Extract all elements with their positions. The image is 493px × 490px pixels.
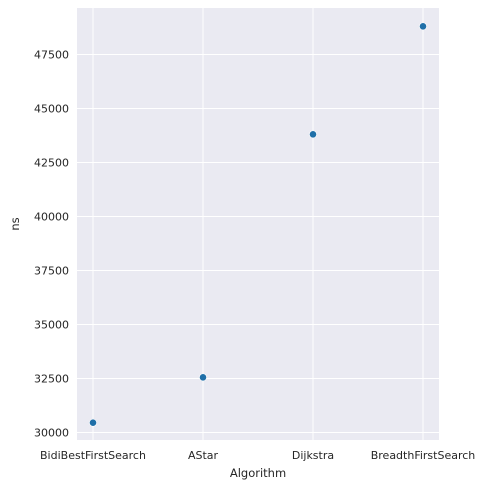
data-point-dijkstra xyxy=(309,130,317,139)
y-tick-label: 47500 xyxy=(34,48,69,61)
y-tick-label: 32500 xyxy=(34,372,69,385)
y-axis-label: ns xyxy=(8,217,22,230)
y-tick-labels: 30000 32500 35000 37500 40000 42500 45000 47500 xyxy=(34,48,69,439)
y-tick-label: 42500 xyxy=(34,156,69,169)
data-point-astar xyxy=(199,373,207,382)
y-tick-label: 40000 xyxy=(34,210,69,223)
y-tick-label: 35000 xyxy=(34,318,69,331)
y-tick-label: 45000 xyxy=(34,102,69,115)
x-tick-label: Dijkstra xyxy=(292,449,334,462)
y-gridlines xyxy=(77,53,439,433)
x-tick-label: BidiBestFirstSearch xyxy=(40,449,146,462)
x-tick-label: BreadthFirstSearch xyxy=(371,449,476,462)
data-point-bidibestfirstsearch xyxy=(89,418,97,427)
x-axis-label: Algorithm xyxy=(230,466,286,480)
plot-background xyxy=(77,8,439,440)
data-points xyxy=(89,22,427,427)
x-tick-labels: BidiBestFirstSearch AStar Dijkstra BreadthF… xyxy=(40,449,475,462)
x-gridlines xyxy=(92,8,424,440)
y-tick-label: 37500 xyxy=(34,264,69,277)
data-point-breadthfirstsearch xyxy=(419,22,427,31)
x-tick-label: AStar xyxy=(188,449,219,462)
y-tick-label: 30000 xyxy=(34,426,69,439)
